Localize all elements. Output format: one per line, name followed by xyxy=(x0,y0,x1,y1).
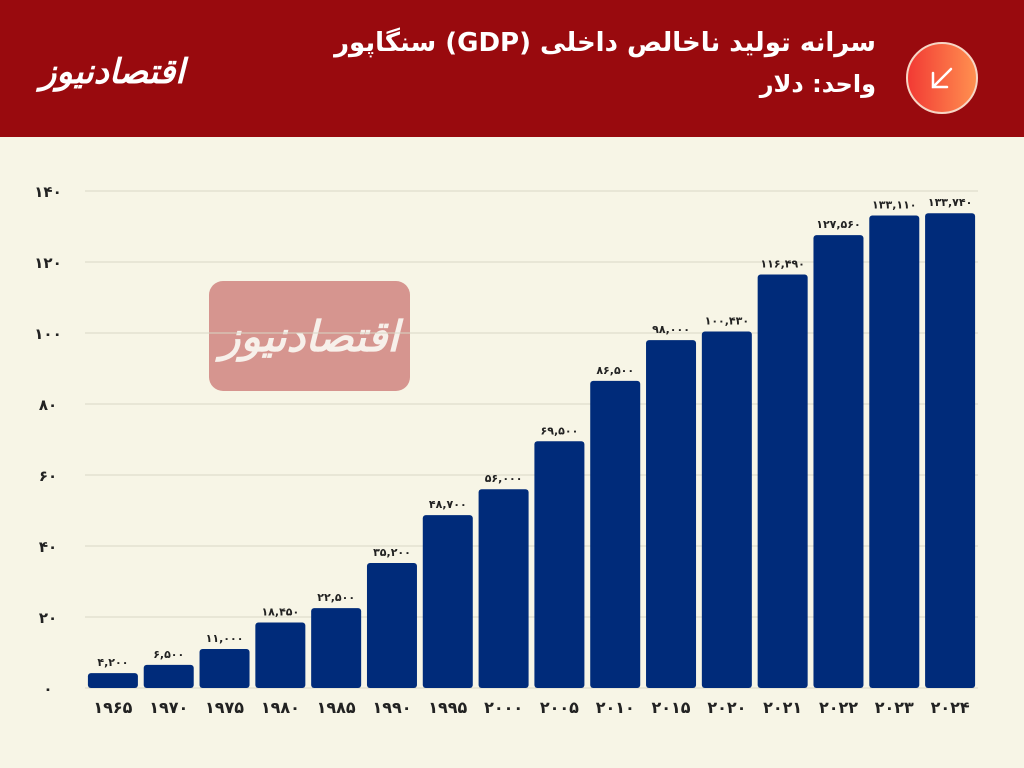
x-tick-label: ۲۰۲۰ xyxy=(707,698,746,717)
watermark-logo: اقتصادنیوز xyxy=(209,281,410,391)
brand-logo: اقتصادنیوز xyxy=(40,52,185,92)
data-label: ۹۸,۰۰۰ xyxy=(652,323,690,336)
bar xyxy=(925,213,976,688)
data-label: ۸۶,۵۰۰ xyxy=(596,364,634,377)
bar xyxy=(87,673,138,688)
bar xyxy=(478,489,529,688)
y-tick-label: ۲۰ xyxy=(39,609,57,627)
bar xyxy=(701,331,752,688)
header-bar: اقتصادنیوز سرانه تولید ناخالص داخلی (GDP… xyxy=(0,0,1024,137)
y-tick-label: ۸۰ xyxy=(39,396,57,414)
y-tick-label: ۱۴۰ xyxy=(34,183,61,201)
data-label: ۱۳۳,۱۱۰ xyxy=(872,198,916,211)
x-tick-label: ۲۰۲۲ xyxy=(819,698,858,717)
data-label: ۴۸,۷۰۰ xyxy=(429,498,467,511)
data-label: ۶۹,۵۰۰ xyxy=(541,424,579,437)
bar-chart: ۰ ۲۰ ۴۰ ۶۰ ۸۰ ۱۰۰ ۱۲۰ ۱۴۰ ۴,۲۰۰ ۱۹۶۵ ۶,۵۰۰ ۱۹۷۰ ۱۱,۰… xyxy=(34,183,978,717)
data-label: ۳۵,۲۰۰ xyxy=(373,546,411,559)
x-tick-label: ۲۰۱۰ xyxy=(596,698,635,717)
x-tick-label: ۲۰۲۱ xyxy=(763,698,802,717)
y-tick-label: ۶۰ xyxy=(39,467,57,485)
y-tick-label: ۱۰۰ xyxy=(34,325,61,343)
data-label: ۵۶,۰۰۰ xyxy=(485,472,523,485)
x-tick-label: ۱۹۶۵ xyxy=(93,698,132,717)
chart-title: سرانه تولید ناخالص داخلی (GDP) سنگاپور xyxy=(334,28,876,58)
x-tick-label: ۱۹۷۰ xyxy=(149,698,188,717)
bar xyxy=(813,235,864,689)
x-tick-label: ۱۹۹۰ xyxy=(372,698,411,717)
x-tick-label: ۱۹۸۰ xyxy=(261,698,300,717)
bar xyxy=(646,340,697,688)
bar xyxy=(590,380,641,688)
data-label: ۱۰۰,۴۳۰ xyxy=(705,314,749,327)
x-tick-label: ۱۹۷۵ xyxy=(205,698,244,717)
bar xyxy=(199,648,250,688)
data-label: ۱۲۷,۵۶۰ xyxy=(816,218,860,231)
x-tick-label: ۲۰۰۵ xyxy=(540,698,579,717)
y-tick-label: ۴۰ xyxy=(39,538,57,556)
bar xyxy=(311,608,362,688)
x-tick-label: ۲۰۱۵ xyxy=(652,698,691,717)
unit-label: واحد: دلار xyxy=(759,70,876,98)
data-label: ۱۸,۴۵۰ xyxy=(261,606,299,619)
data-label: ۴,۲۰۰ xyxy=(97,656,128,669)
x-tick-label: ۲۰۲۳ xyxy=(875,698,914,717)
bar xyxy=(757,274,808,688)
data-label: ۲۲,۵۰۰ xyxy=(317,591,355,604)
bar xyxy=(143,664,194,688)
x-tick-label: ۲۰۲۴ xyxy=(931,698,970,717)
x-tick-label: ۲۰۰۰ xyxy=(484,698,523,717)
x-tick-label: ۱۹۸۵ xyxy=(317,698,356,717)
x-tick-label: ۱۹۹۵ xyxy=(428,698,467,717)
data-label: ۶,۵۰۰ xyxy=(153,648,184,661)
y-tick-label: ۱۲۰ xyxy=(34,254,61,272)
bar xyxy=(422,515,473,688)
bar xyxy=(255,622,306,688)
bar xyxy=(534,441,585,688)
bar xyxy=(869,215,920,688)
bar xyxy=(366,563,417,688)
data-label: ۱۱۶,۴۹۰ xyxy=(760,257,804,270)
arrow-down-left-icon xyxy=(906,42,978,114)
y-tick-label: ۰ xyxy=(43,680,52,698)
data-label: ۱۳۳,۷۴۰ xyxy=(928,196,972,209)
data-label: ۱۱,۰۰۰ xyxy=(206,632,244,645)
